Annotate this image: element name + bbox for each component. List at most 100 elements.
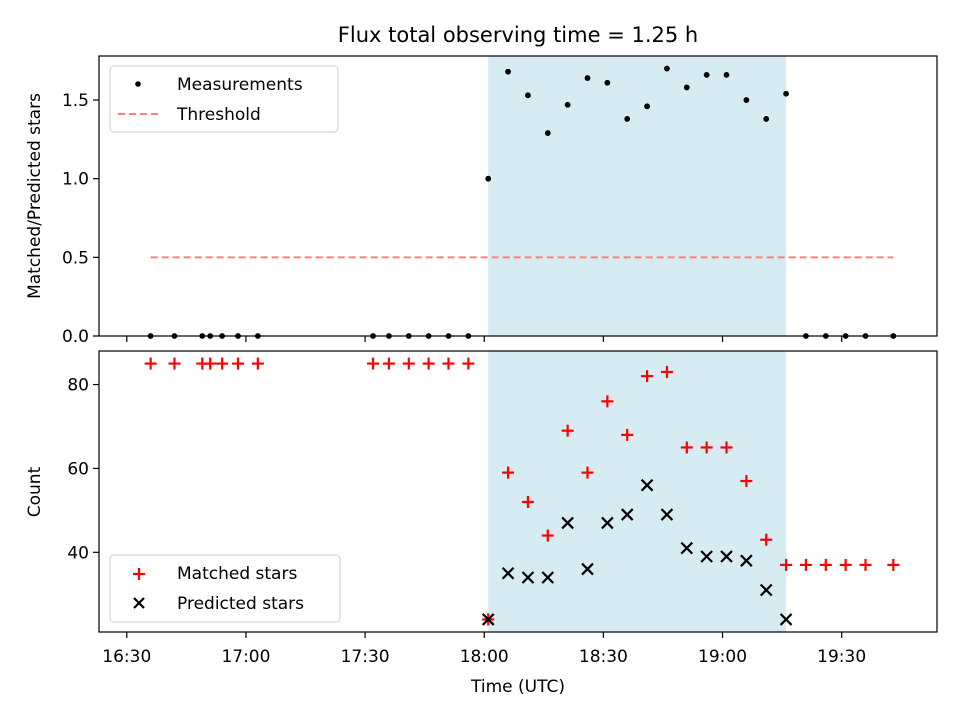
bottom-legend-box xyxy=(109,554,341,623)
top-plot-frame xyxy=(98,55,938,337)
matched-star-point xyxy=(680,441,693,454)
matched-star-point xyxy=(819,558,832,571)
measurement-point xyxy=(763,116,770,122)
x-tick-label: 19:00 xyxy=(698,647,747,667)
predicted-star-point xyxy=(581,562,594,576)
matched-star-point xyxy=(740,475,753,488)
measurement-point xyxy=(564,101,571,108)
matched-star-point xyxy=(422,357,435,370)
top-legend: Measurements Threshold xyxy=(109,65,339,133)
x-tick-label: 19:30 xyxy=(817,647,866,667)
matched-star-point xyxy=(641,370,654,383)
predicted-star-point xyxy=(620,508,634,521)
measurement-point xyxy=(644,103,650,110)
measurement-point xyxy=(604,79,611,86)
top-y-axis-label: Matched/Predicted stars xyxy=(25,93,45,299)
matched-star-point xyxy=(859,558,872,571)
legend-measurements-marker xyxy=(135,81,141,87)
matched-star-point xyxy=(204,357,217,370)
observing-window-shade xyxy=(488,351,787,632)
matched-star-point xyxy=(168,357,181,370)
x-axis-label: Time (UTC) xyxy=(470,677,565,697)
matched-star-point xyxy=(367,357,380,370)
measurement-point xyxy=(743,97,750,103)
matched-star-point xyxy=(402,357,415,370)
matched-star-point xyxy=(621,428,634,441)
predicted-star-point xyxy=(521,571,535,584)
matched-star-point xyxy=(382,357,395,370)
matched-star-point xyxy=(561,424,574,437)
x-tick-label: 18:30 xyxy=(579,647,628,667)
matched-star-point xyxy=(887,558,900,571)
y-tick-label: 80 xyxy=(67,376,89,396)
measurement-point xyxy=(783,90,789,97)
measurement-point xyxy=(664,65,670,72)
predicted-star-point xyxy=(541,571,555,584)
y-tick-label: 0.0 xyxy=(62,327,89,347)
legend-predicted-marker xyxy=(133,597,145,609)
bottom-panel: 40 60 80 16:30 17:00 17:30 18:00 18:30 19:00 19:… xyxy=(25,350,938,697)
x-tick-label: 17:00 xyxy=(221,647,270,667)
legend-measurements-label: Measurements xyxy=(177,75,303,95)
predicted-star-point xyxy=(740,554,753,567)
x-tick-label: 18:00 xyxy=(460,647,509,667)
chart-title: Flux total observing time = 1.25 h xyxy=(338,23,698,47)
matched-star-point xyxy=(780,558,793,571)
x-tick-label: 17:30 xyxy=(341,647,390,667)
legend-predicted-label: Predicted stars xyxy=(177,594,304,614)
matched-star-point xyxy=(251,357,264,370)
top-panel: 0.0 0.5 1.0 1.5 Matched/Predicted stars Mea… xyxy=(25,55,938,347)
top-legend-box xyxy=(109,65,339,133)
matched-star-point xyxy=(839,558,852,571)
matched-star-point xyxy=(232,357,245,370)
predicted-star-point xyxy=(601,516,614,530)
measurement-point xyxy=(525,92,531,99)
y-tick-label: 40 xyxy=(67,543,89,563)
matched-star-point xyxy=(760,533,773,546)
legend-matched-marker xyxy=(133,568,145,580)
measurement-point xyxy=(505,68,511,75)
x-tick-label: 16:30 xyxy=(102,647,151,667)
matched-star-point xyxy=(700,441,713,454)
predicted-star-point xyxy=(501,567,515,580)
predicted-star-point xyxy=(660,508,674,521)
predicted-star-point xyxy=(680,541,694,555)
measurement-point xyxy=(683,84,690,91)
predicted-star-point xyxy=(779,613,793,626)
matched-star-point xyxy=(462,357,475,370)
predicted-star-point xyxy=(561,516,574,530)
measurement-point xyxy=(723,71,730,78)
y-tick-label: 1.0 xyxy=(62,170,89,190)
bottom-y-axis-label: Count xyxy=(25,466,45,517)
measurement-point xyxy=(703,71,710,78)
matched-star-point xyxy=(799,558,812,571)
observing-window-shade xyxy=(488,56,787,336)
predicted-star-point xyxy=(700,550,713,563)
y-tick-label: 60 xyxy=(67,459,89,479)
predicted-star-point xyxy=(481,613,495,626)
bottom-legend: Matched stars Predicted stars xyxy=(109,554,341,623)
measurement-point xyxy=(485,175,492,182)
matched-star-point xyxy=(442,357,455,370)
measurement-point xyxy=(584,75,591,81)
y-tick-label: 0.5 xyxy=(62,248,89,268)
matched-star-point xyxy=(541,529,554,542)
measurement-point xyxy=(544,130,551,136)
bottom-plot-frame xyxy=(98,350,938,633)
matched-star-point xyxy=(144,357,157,370)
matched-star-point xyxy=(216,357,229,370)
matched-star-point xyxy=(720,441,733,454)
matched-star-point xyxy=(601,395,614,408)
matched-star-point xyxy=(521,495,534,508)
matched-star-point xyxy=(660,365,673,378)
y-tick-label: 1.5 xyxy=(62,91,89,111)
legend-threshold-label: Threshold xyxy=(176,105,261,125)
predicted-star-point xyxy=(759,583,773,597)
measurement-point xyxy=(624,116,631,122)
matched-star-point xyxy=(581,466,594,479)
predicted-star-point xyxy=(640,478,654,492)
legend-matched-label: Matched stars xyxy=(177,564,297,584)
predicted-star-point xyxy=(720,550,733,563)
matched-star-point xyxy=(502,466,515,479)
